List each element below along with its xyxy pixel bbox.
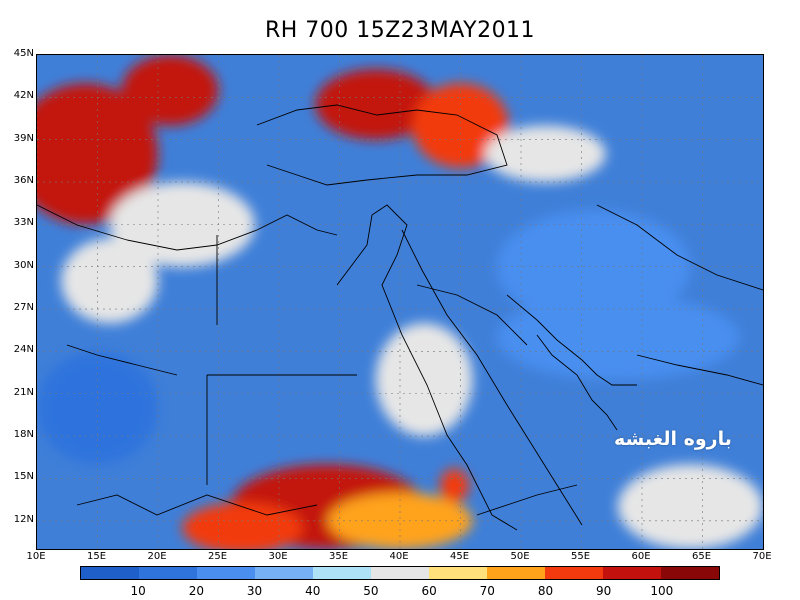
latitude-tick-label: 45N (13, 48, 34, 59)
graticule (37, 55, 763, 549)
latitude-tick-label: 36N (13, 175, 34, 187)
longitude-tick-label: 45E (449, 551, 470, 562)
rh-field-map (37, 55, 763, 549)
longitude-tick-label: 15E (86, 551, 107, 562)
colorbar-swatch (661, 567, 719, 579)
border-algeria-libya (66, 344, 178, 376)
latitude-tick-label: 12N (13, 513, 34, 525)
turkey-outline (256, 104, 508, 186)
colorbar-tick-label: 50 (363, 584, 379, 598)
coastlines (37, 104, 763, 531)
watermark-text: باروه الغبشه (614, 428, 732, 450)
rh-region-nw-red (37, 83, 158, 225)
border-iran-afghan (596, 204, 763, 291)
longitude-tick-label: 25E (207, 551, 228, 562)
map-panel (36, 54, 764, 550)
longitude-tick-label: 60E (631, 551, 651, 562)
rh-region-iran-dark (496, 210, 691, 324)
longitude-tick-label: 65E (691, 551, 712, 562)
latitude-tick-label: 30N (13, 259, 34, 271)
colorbar-tick-label: 100 (650, 584, 674, 598)
latitude-tick-label: 39N (13, 132, 34, 144)
sahel-borders (76, 494, 318, 516)
longitude-tick-label: 40E (389, 551, 409, 562)
red-sea-coast-west (336, 204, 518, 531)
colorbar-swatch (371, 567, 429, 579)
colorbar-tick-label: 30 (246, 584, 263, 598)
rh-region-gulf-dark (496, 294, 739, 380)
longitude-tick-label: 10E (26, 551, 46, 562)
colorbar-swatch (545, 567, 603, 579)
latitude-tick-label: 27N (13, 302, 34, 314)
colorbar-swatch (197, 567, 255, 579)
longitude-tick-label: 20E (147, 551, 167, 562)
latitude-tick-label: 18N (13, 429, 34, 441)
colorbar-swatch (81, 567, 139, 579)
border-yemen (476, 484, 578, 516)
latitude-tick-label: 42N (13, 90, 34, 102)
colorbar-swatch (255, 567, 313, 579)
latitude-tick-label: 33N (13, 217, 34, 229)
longitude-tick-label: 70E (752, 551, 772, 562)
colorbar-tick-label: 70 (479, 584, 495, 598)
latitude-tick-label: 15N (13, 471, 34, 483)
colorbar-swatch (603, 567, 661, 579)
map-title: RH 700 15Z23MAY2011 (264, 18, 536, 43)
longitude-tick-label: 30E (268, 551, 288, 562)
longitude-tick-label: 35E (328, 551, 349, 562)
colorbar-tick-label: 90 (595, 584, 612, 598)
border-saudi-north (416, 284, 528, 346)
colorbar-tick-label: 20 (188, 584, 204, 598)
rh-region-yemen-red (439, 468, 469, 503)
gulf-coast-north (506, 294, 637, 386)
rh-region-somalia-light (617, 464, 763, 549)
colorbar-swatch (429, 567, 487, 579)
colorbar-tick-label: 60 (421, 584, 437, 598)
colorbar-tick-label: 80 (537, 584, 554, 598)
longitude-tick-label: 55E (570, 551, 591, 562)
iran-south-coast (636, 354, 763, 386)
colorbar-tick-label: 10 (130, 584, 146, 598)
colorbar-tick-label: 40 (305, 584, 321, 598)
rh-region-caucasus-orange (412, 83, 509, 168)
rh-region-libya-light (61, 238, 158, 324)
gulf-coast-south (536, 334, 618, 431)
longitude-tick-label: 50E (510, 551, 530, 562)
rh-region-anatolia-red (315, 69, 437, 140)
red-sea-coast-east (401, 229, 583, 526)
latitude-tick-label: 21N (13, 386, 34, 398)
rh-region-ethiopia-orange (327, 492, 473, 549)
rh-region-iran-north-light (484, 125, 606, 183)
colorbar-swatch (313, 567, 371, 579)
latitude-tick-label: 24N (13, 344, 34, 356)
colorbar-swatch (487, 567, 545, 579)
colorbar-swatch (139, 567, 197, 579)
colorbar (80, 566, 720, 580)
rh-region-balkans-red (121, 55, 219, 126)
